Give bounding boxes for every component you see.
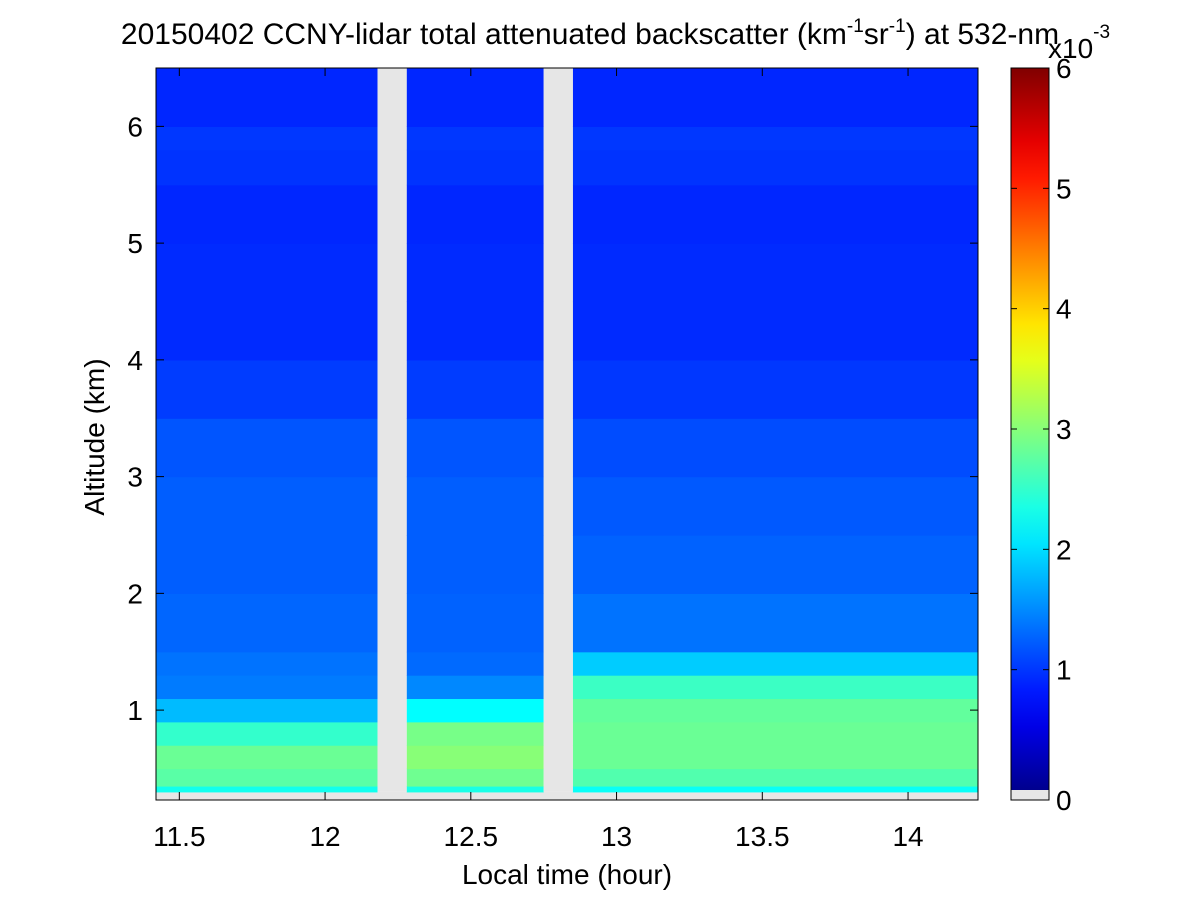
heatmap-cell-period-b (406, 698, 544, 723)
y-tick-label: 6 (127, 111, 143, 142)
x-tick-label: 13.5 (735, 821, 790, 852)
heatmap-cell-period-a (156, 243, 378, 303)
heatmap-cell-period-c (572, 785, 978, 793)
heatmap (156, 68, 978, 800)
heatmap-cell-period-b (406, 768, 544, 787)
heatmap-cell-period-a (156, 68, 378, 127)
heatmap-cell-period-a (156, 126, 378, 151)
plot-frame (155, 67, 979, 801)
heatmap-cell-period-a (156, 301, 378, 361)
x-tick-label: 13 (601, 821, 632, 852)
heatmap-nodata-band (156, 791, 978, 800)
colorbar-tick-label: 4 (1056, 294, 1072, 325)
heatmap-cell-period-b (406, 745, 544, 770)
colorbar-tick-label: 0 (1056, 785, 1072, 816)
x-tick-label: 14 (892, 821, 923, 852)
heatmap-cell-period-a (156, 721, 378, 746)
colorbar-ticks: 0 1 2 3 4 5 6 (1011, 53, 1072, 816)
heatmap-cell-period-a (156, 184, 378, 244)
heatmap-cell-period-c (572, 721, 978, 746)
y-tick-label: 4 (127, 345, 143, 376)
heatmap-cell-period-b (406, 721, 544, 746)
x-axis-label: Local time (hour) (462, 859, 672, 890)
heatmap-cell-period-b (406, 149, 544, 186)
heatmap-cell-period-a (156, 534, 378, 594)
heatmap-cell-period-c (572, 768, 978, 787)
colorbar-tick-label: 2 (1056, 534, 1072, 565)
heatmap-cell-period-b (406, 243, 544, 303)
heatmap-cell-period-c (572, 184, 978, 244)
colorbar-scale-label: x10-3 (1048, 22, 1110, 64)
heatmap-cell-period-c (572, 418, 978, 478)
heatmap-cell-period-b (406, 418, 544, 478)
heatmap-cell-period-b (406, 675, 544, 700)
heatmap-cell-period-c (572, 675, 978, 700)
heatmap-cell-period-c (572, 534, 978, 594)
y-axis-ticks: 1 2 3 4 5 6 (127, 111, 978, 726)
heatmap-cell-period-c (572, 651, 978, 676)
heatmap-cell-period-a (156, 476, 378, 536)
heatmap-cell-period-a (156, 698, 378, 723)
heatmap-cell-period-b (406, 359, 544, 419)
heatmap-cell-period-a (156, 359, 378, 419)
heatmap-cell-period-a (156, 149, 378, 186)
heatmap-cell-period-a (156, 418, 378, 478)
colorbar-tick-label: 5 (1056, 173, 1072, 204)
x-tick-label: 12.5 (444, 821, 499, 852)
heatmap-cell-period-b (406, 593, 544, 653)
heatmap-cell-period-b (406, 785, 544, 793)
heatmap-cell-period-c (572, 698, 978, 723)
heatmap-cell-period-b (406, 476, 544, 536)
y-axis-label: Altitude (km) (79, 358, 110, 515)
data-gaps (377, 68, 573, 792)
heatmap-cell-period-c (572, 593, 978, 653)
heatmap-cell-period-b (406, 301, 544, 361)
colorbar-frame (1010, 67, 1050, 801)
heatmap-cell-period-a (156, 593, 378, 653)
heatmap-cell-period-b (406, 534, 544, 594)
heatmap-cell-period-b (406, 651, 544, 676)
heatmap-cell-period-a (156, 651, 378, 676)
y-tick-label: 3 (127, 462, 143, 493)
data-gap (543, 68, 573, 792)
data-gap (377, 68, 407, 792)
y-tick-label: 2 (127, 578, 143, 609)
heatmap-cell-period-b (406, 126, 544, 151)
heatmap-cell-period-c (572, 745, 978, 770)
colorbar (1011, 68, 1049, 800)
heatmap-cell-period-a (156, 768, 378, 787)
x-tick-label: 11.5 (153, 821, 205, 852)
heatmap-cell-period-c (572, 68, 978, 127)
chart-title: 20150402 CCNY-lidar total attenuated bac… (121, 16, 1059, 51)
heatmap-cell-period-c (572, 301, 978, 361)
heatmap-cell-period-a (156, 745, 378, 770)
y-tick-label: 5 (127, 228, 143, 259)
heatmap-cell-period-b (406, 68, 544, 127)
heatmap-cell-period-c (572, 149, 978, 186)
heatmap-cell-period-c (572, 359, 978, 419)
heatmap-cell-period-a (156, 675, 378, 700)
heatmap-cell-period-c (572, 126, 978, 151)
colorbar-tick-label: 6 (1056, 53, 1072, 84)
x-axis-ticks: 11.5 12 12.5 13 13.5 14 (153, 68, 924, 852)
x-tick-label: 12 (309, 821, 340, 852)
y-tick-label: 1 (127, 695, 143, 726)
heatmap-cell-period-c (572, 243, 978, 303)
colorbar-tick-label: 3 (1056, 414, 1072, 445)
heatmap-cell-period-c (572, 476, 978, 536)
colorbar-tick-label: 1 (1056, 655, 1072, 686)
heatmap-cell-period-b (406, 184, 544, 244)
heatmap-cell-period-a (156, 785, 378, 793)
colorbar-nodata-swatch (1011, 790, 1049, 800)
